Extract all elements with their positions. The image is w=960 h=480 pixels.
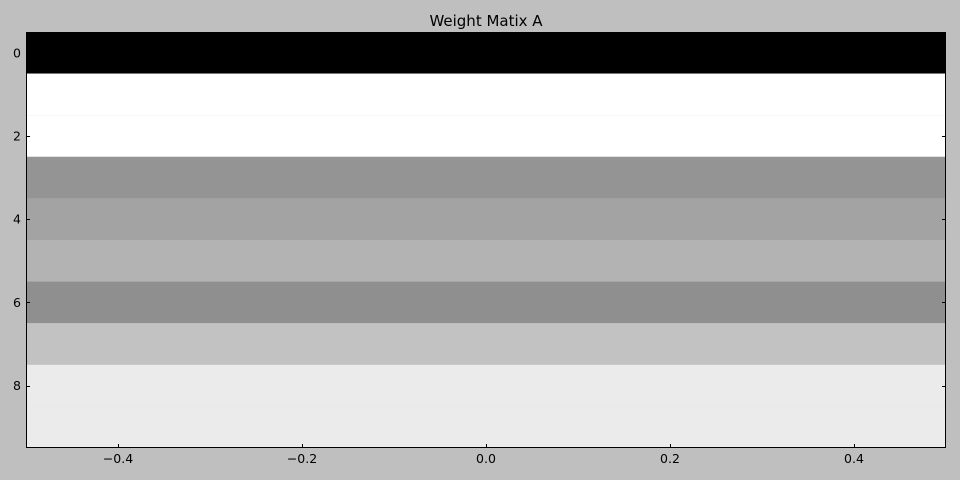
heatmap-cell-row-0 (26, 32, 946, 74)
heatmap-cell-row-4 (26, 198, 946, 240)
x-tick-label: 0.4 (844, 451, 864, 466)
x-tick-label: −0.2 (287, 451, 317, 466)
plot-frame (26, 32, 946, 448)
heatmap-cell-row-8 (26, 364, 946, 407)
heatmap-cell-row-1 (26, 73, 946, 116)
y-tick-label: 0 (13, 45, 21, 60)
x-tick-label: 0.2 (660, 451, 680, 466)
y-tick-label: 8 (13, 378, 21, 393)
y-tick-label: 4 (13, 212, 21, 227)
heatmap-cell-row-9 (26, 406, 946, 448)
axis-ticks: −0.4 −0.2 0.0 0.2 0.4 0 2 4 6 8 (13, 32, 946, 466)
heatmap-cell-row-2 (26, 115, 946, 157)
x-tick-label: −0.4 (103, 451, 133, 466)
heatmap-cell-row-5 (26, 240, 946, 282)
heatmap-cell-row-7 (26, 323, 946, 365)
heatmap-cells (26, 32, 946, 448)
heatmap-cell-row-3 (26, 156, 946, 199)
x-tick-label: 0.0 (476, 451, 496, 466)
y-tick-label: 6 (13, 295, 21, 310)
heatmap-cell-row-6 (26, 281, 946, 324)
y-tick-label: 2 (13, 129, 21, 144)
chart-title: Weight Matix A (429, 12, 543, 30)
